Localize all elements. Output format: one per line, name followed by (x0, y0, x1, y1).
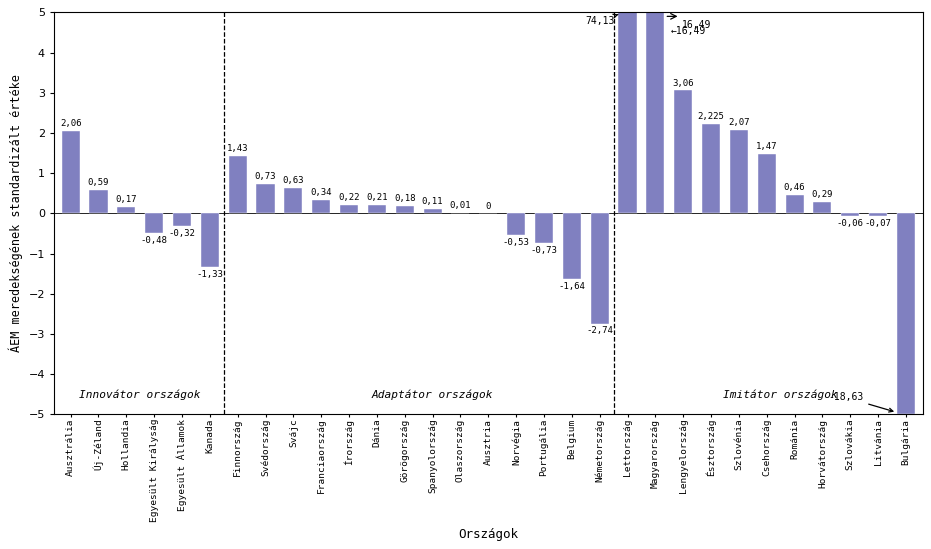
Text: 0,11: 0,11 (422, 197, 443, 206)
Text: -2,74: -2,74 (587, 327, 614, 335)
Bar (424, 209, 441, 214)
Bar (89, 189, 107, 214)
Text: ←16,49: ←16,49 (670, 26, 706, 36)
Bar (646, 12, 665, 214)
Bar (897, 214, 915, 414)
Bar (173, 214, 191, 226)
Text: 0,18: 0,18 (394, 194, 415, 203)
Text: 1,47: 1,47 (756, 142, 777, 152)
Text: Innovátor országok: Innovátor országok (79, 389, 201, 400)
Bar (674, 91, 693, 214)
Text: 0,29: 0,29 (812, 190, 833, 199)
Text: -0,53: -0,53 (503, 238, 530, 247)
Text: 3,06: 3,06 (672, 79, 694, 87)
Text: Adaptátor országok: Adaptátor országok (371, 389, 493, 400)
Bar (368, 205, 386, 214)
Text: 0: 0 (486, 201, 491, 211)
Bar (396, 206, 413, 214)
Bar (340, 205, 358, 214)
Text: -0,73: -0,73 (531, 245, 558, 255)
Text: 2,225: 2,225 (697, 112, 724, 121)
Text: 2,07: 2,07 (728, 119, 749, 127)
Bar (145, 214, 163, 233)
Bar (535, 214, 553, 243)
Text: 1,43: 1,43 (227, 144, 249, 153)
Y-axis label: ÁEM meredekségének standardizált értéke: ÁEM meredekségének standardizált értéke (8, 75, 23, 352)
Bar (507, 214, 525, 235)
Bar (786, 195, 803, 214)
Bar (229, 156, 247, 214)
Text: -0,06: -0,06 (837, 219, 864, 228)
Bar (562, 214, 581, 279)
Text: 0,59: 0,59 (88, 178, 109, 187)
Bar (284, 188, 303, 214)
Bar (61, 131, 80, 214)
Text: 0,46: 0,46 (784, 183, 805, 192)
Bar (312, 200, 331, 214)
Text: -0,48: -0,48 (141, 236, 168, 244)
Text: Imitátor országok: Imitátor országok (723, 389, 838, 400)
Text: -0,07: -0,07 (865, 219, 892, 228)
Text: 0,63: 0,63 (283, 176, 304, 185)
Text: -0,32: -0,32 (169, 229, 196, 238)
Bar (590, 214, 609, 323)
Text: -18,63: -18,63 (828, 393, 893, 412)
Bar (618, 12, 637, 214)
Text: -1,64: -1,64 (559, 282, 586, 291)
Text: 0,17: 0,17 (115, 195, 137, 204)
Text: 74,13: 74,13 (586, 14, 618, 26)
Text: 0,01: 0,01 (450, 201, 471, 210)
Bar (702, 124, 720, 214)
Bar (117, 206, 135, 214)
Text: 0,22: 0,22 (338, 193, 359, 201)
Text: 2,06: 2,06 (60, 119, 81, 128)
Text: 0,21: 0,21 (366, 193, 387, 202)
Text: 0,73: 0,73 (255, 172, 277, 181)
Bar (201, 214, 219, 267)
Bar (730, 130, 748, 214)
Bar (814, 201, 831, 214)
Text: 0,34: 0,34 (310, 188, 332, 197)
Bar (758, 154, 776, 214)
X-axis label: Országok: Országok (458, 528, 519, 541)
Bar (842, 214, 859, 216)
Text: 16,49: 16,49 (681, 20, 711, 30)
Bar (256, 184, 275, 214)
Bar (869, 214, 887, 216)
Text: -1,33: -1,33 (196, 270, 223, 279)
